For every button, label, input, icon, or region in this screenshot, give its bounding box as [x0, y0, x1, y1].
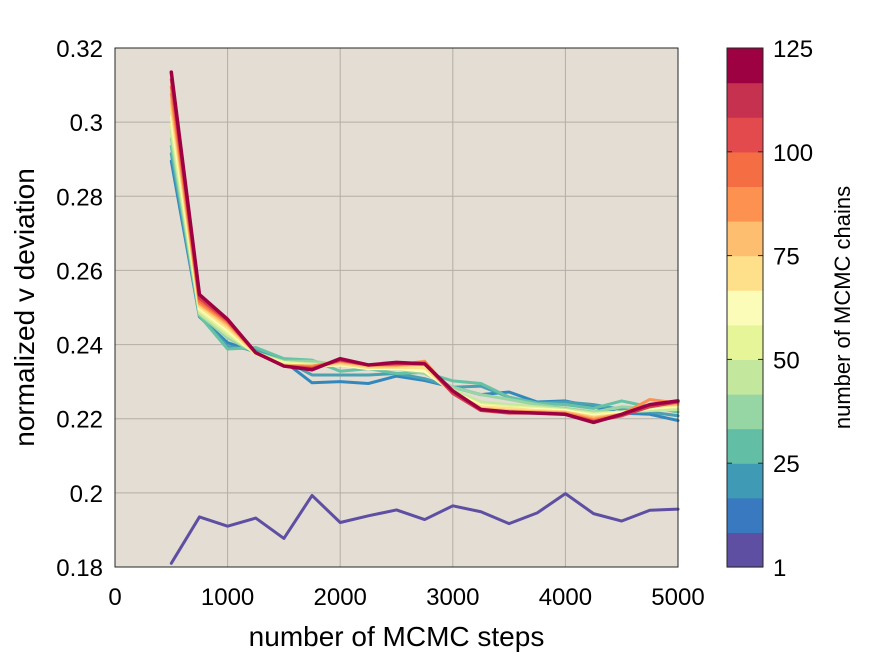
colorbar-segment [727, 48, 763, 84]
colorbar-segment [727, 117, 763, 153]
x-tick-label: 4000 [539, 584, 592, 611]
x-tick-labels: 0 1000 2000 3000 4000 5000 [108, 584, 704, 611]
colorbar-tick-label: 50 [773, 347, 800, 374]
y-tick-label: 0.32 [56, 36, 103, 63]
y-tick-label: 0.26 [56, 258, 103, 285]
plot-frame [114, 47, 679, 568]
series-lines [169, 70, 680, 565]
x-tick-label: 3000 [426, 584, 479, 611]
y-tick-label: 0.3 [70, 110, 103, 137]
y-tick-label: 0.22 [56, 407, 103, 434]
colorbar-segment [727, 221, 763, 257]
colorbar-tick-label: 75 [773, 244, 800, 271]
colorbar-segment [727, 359, 763, 395]
y-axis-label: normalized v deviation [9, 168, 40, 447]
y-tick-label: 0.2 [70, 481, 103, 508]
x-tick-label: 0 [108, 584, 121, 611]
colorbar-segment [727, 532, 763, 568]
colorbar-tick-label: 1 [773, 555, 786, 582]
colorbar-segment [727, 290, 763, 326]
colorbar-segment [727, 186, 763, 222]
colorbar-tick-label: 100 [773, 140, 813, 167]
colorbar-segment [727, 324, 763, 360]
colorbar [726, 47, 764, 568]
series-line-chains-125 [169, 70, 680, 425]
y-tick-label: 0.28 [56, 184, 103, 211]
y-tick-label: 0.24 [56, 333, 103, 360]
colorbar-segment [727, 428, 763, 464]
colorbar-segment [727, 82, 763, 118]
colorbar-segment [727, 394, 763, 430]
x-axis-label: number of MCMC steps [249, 621, 545, 652]
x-tick-label: 2000 [314, 584, 367, 611]
colorbar-frame [726, 47, 764, 568]
colorbar-segment [727, 497, 763, 533]
y-tick-labels: 0.18 0.2 0.22 0.24 0.26 0.28 0.3 0.32 [56, 36, 103, 582]
colorbar-segment [727, 463, 763, 499]
x-tick-label: 1000 [201, 584, 254, 611]
colorbar-tick-label: 125 [773, 36, 813, 63]
colorbar-label: number of MCMC chains [830, 186, 855, 429]
colorbar-segment [727, 151, 763, 187]
series-line-chains-1 [169, 492, 680, 565]
colorbar-tick-label: 25 [773, 451, 800, 478]
x-tick-label: 5000 [651, 584, 704, 611]
y-tick-label: 0.18 [56, 555, 103, 582]
colorbar-segment [727, 255, 763, 291]
